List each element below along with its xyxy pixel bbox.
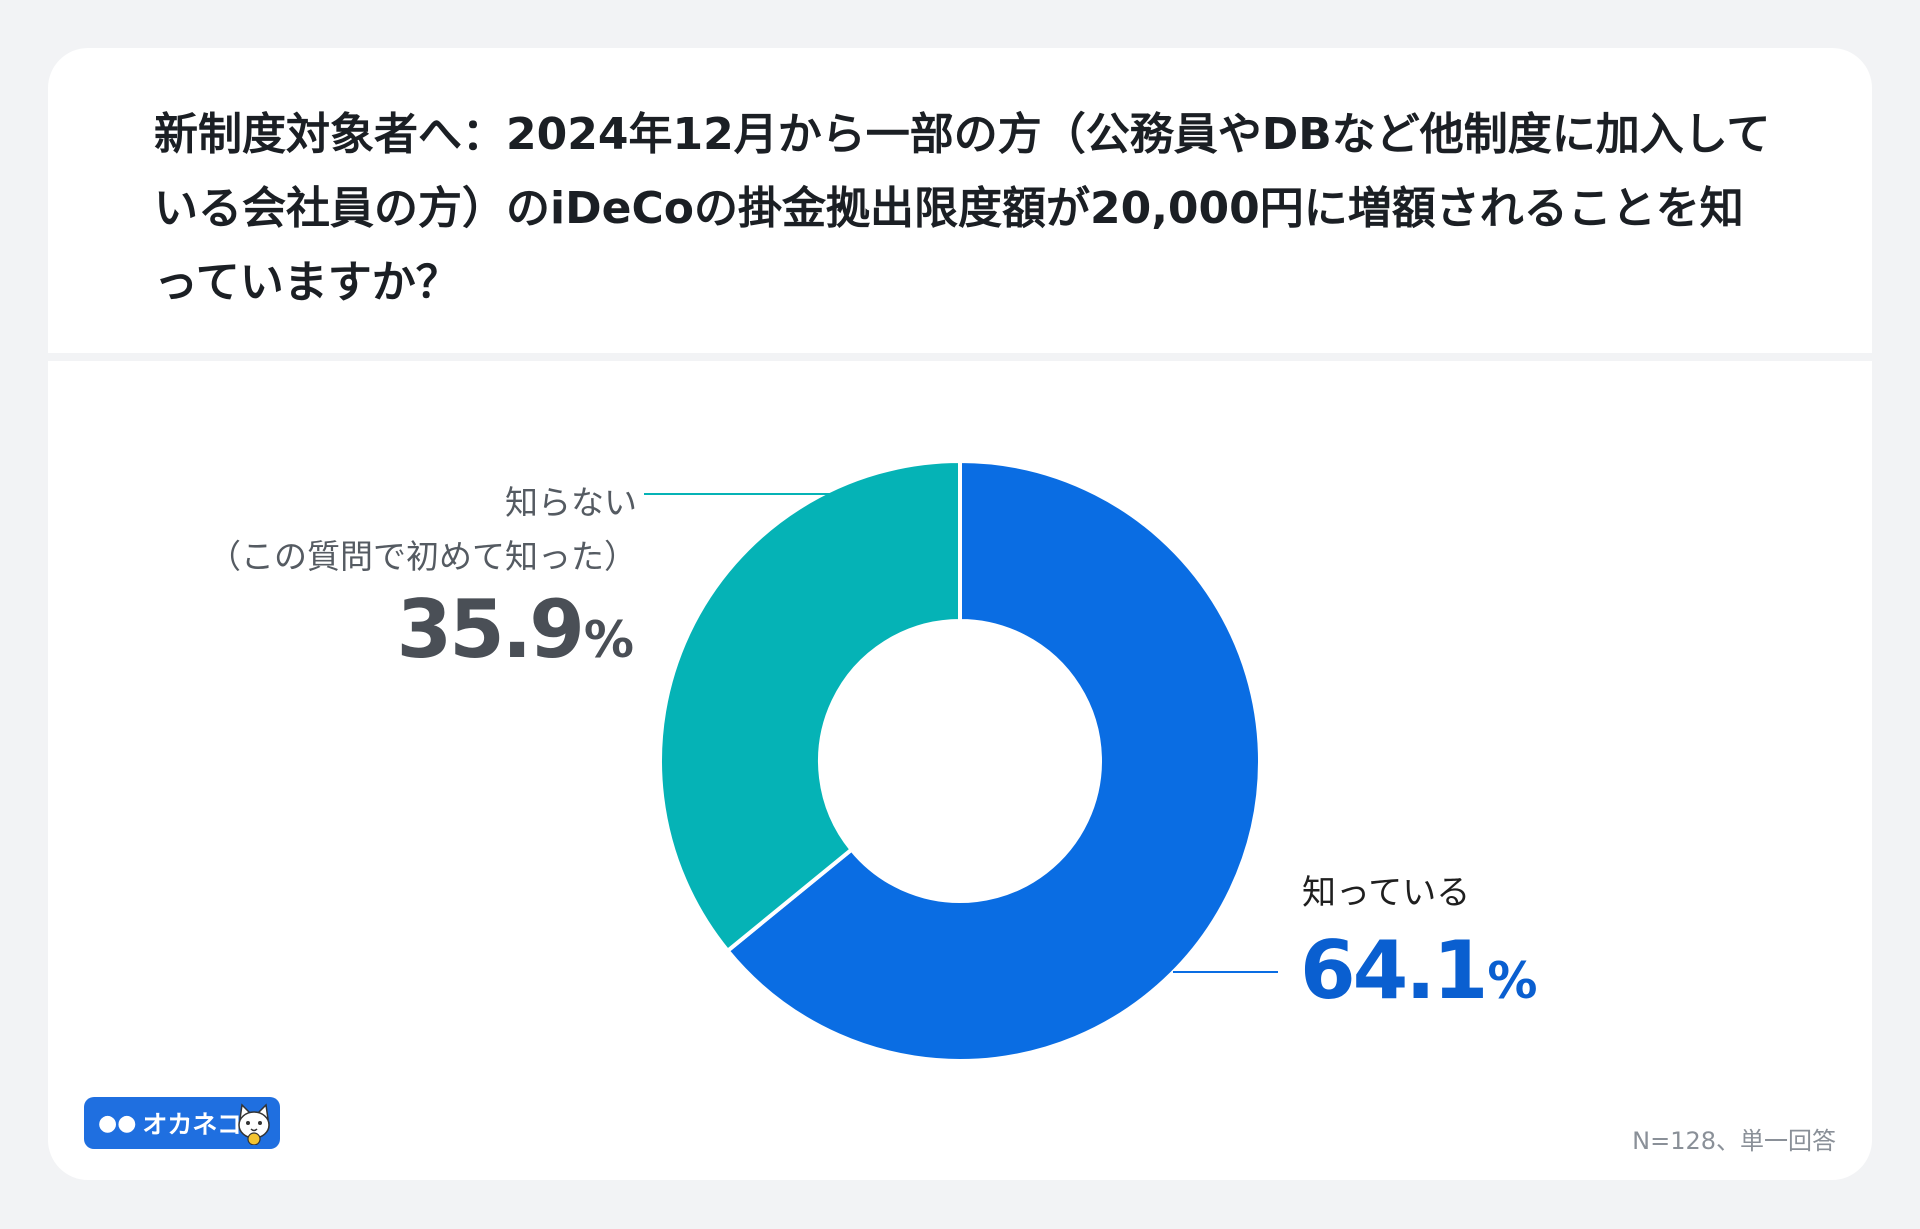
sample-note: N=128、単一回答 bbox=[1632, 1127, 1836, 1155]
slice-value-known: 64.1% bbox=[1300, 924, 1538, 1017]
slice-label-unknown-main: 知らない bbox=[505, 483, 637, 522]
donut-slice-unknown bbox=[658, 458, 962, 954]
slice-value-unknown-number: 35.9 bbox=[396, 583, 585, 676]
slice-label-known: 知っている bbox=[1302, 873, 1471, 913]
slice-value-known-unit: % bbox=[1487, 952, 1538, 1010]
logo-text: オカネコ bbox=[142, 1110, 242, 1139]
slice-value-unknown: 35.9% bbox=[397, 583, 635, 676]
okaneko-logo: ●● オカネコ bbox=[84, 1097, 280, 1149]
question-title: 新制度対象者へ：2024年12月から一部の方（公務員やDBなど他制度に加入してい… bbox=[154, 109, 1771, 308]
chart-card: 新制度対象者へ：2024年12月から一部の方（公務員やDBなど他制度に加入してい… bbox=[48, 48, 1872, 1180]
slice-label-unknown: 知らない （この質問で初めて知った） bbox=[208, 476, 637, 584]
donut-slice-known bbox=[724, 458, 1262, 1063]
slice-label-unknown-sub: （この質問で初めて知った） bbox=[208, 537, 637, 576]
cat-mascot-icon bbox=[238, 1103, 270, 1145]
donut-chart bbox=[644, 458, 1278, 1063]
slice-value-known-number: 64.1 bbox=[1300, 924, 1488, 1017]
slice-value-unknown-unit: % bbox=[583, 611, 634, 669]
divider bbox=[48, 353, 1872, 361]
logo-eyes-icon: ●● bbox=[98, 1110, 137, 1136]
